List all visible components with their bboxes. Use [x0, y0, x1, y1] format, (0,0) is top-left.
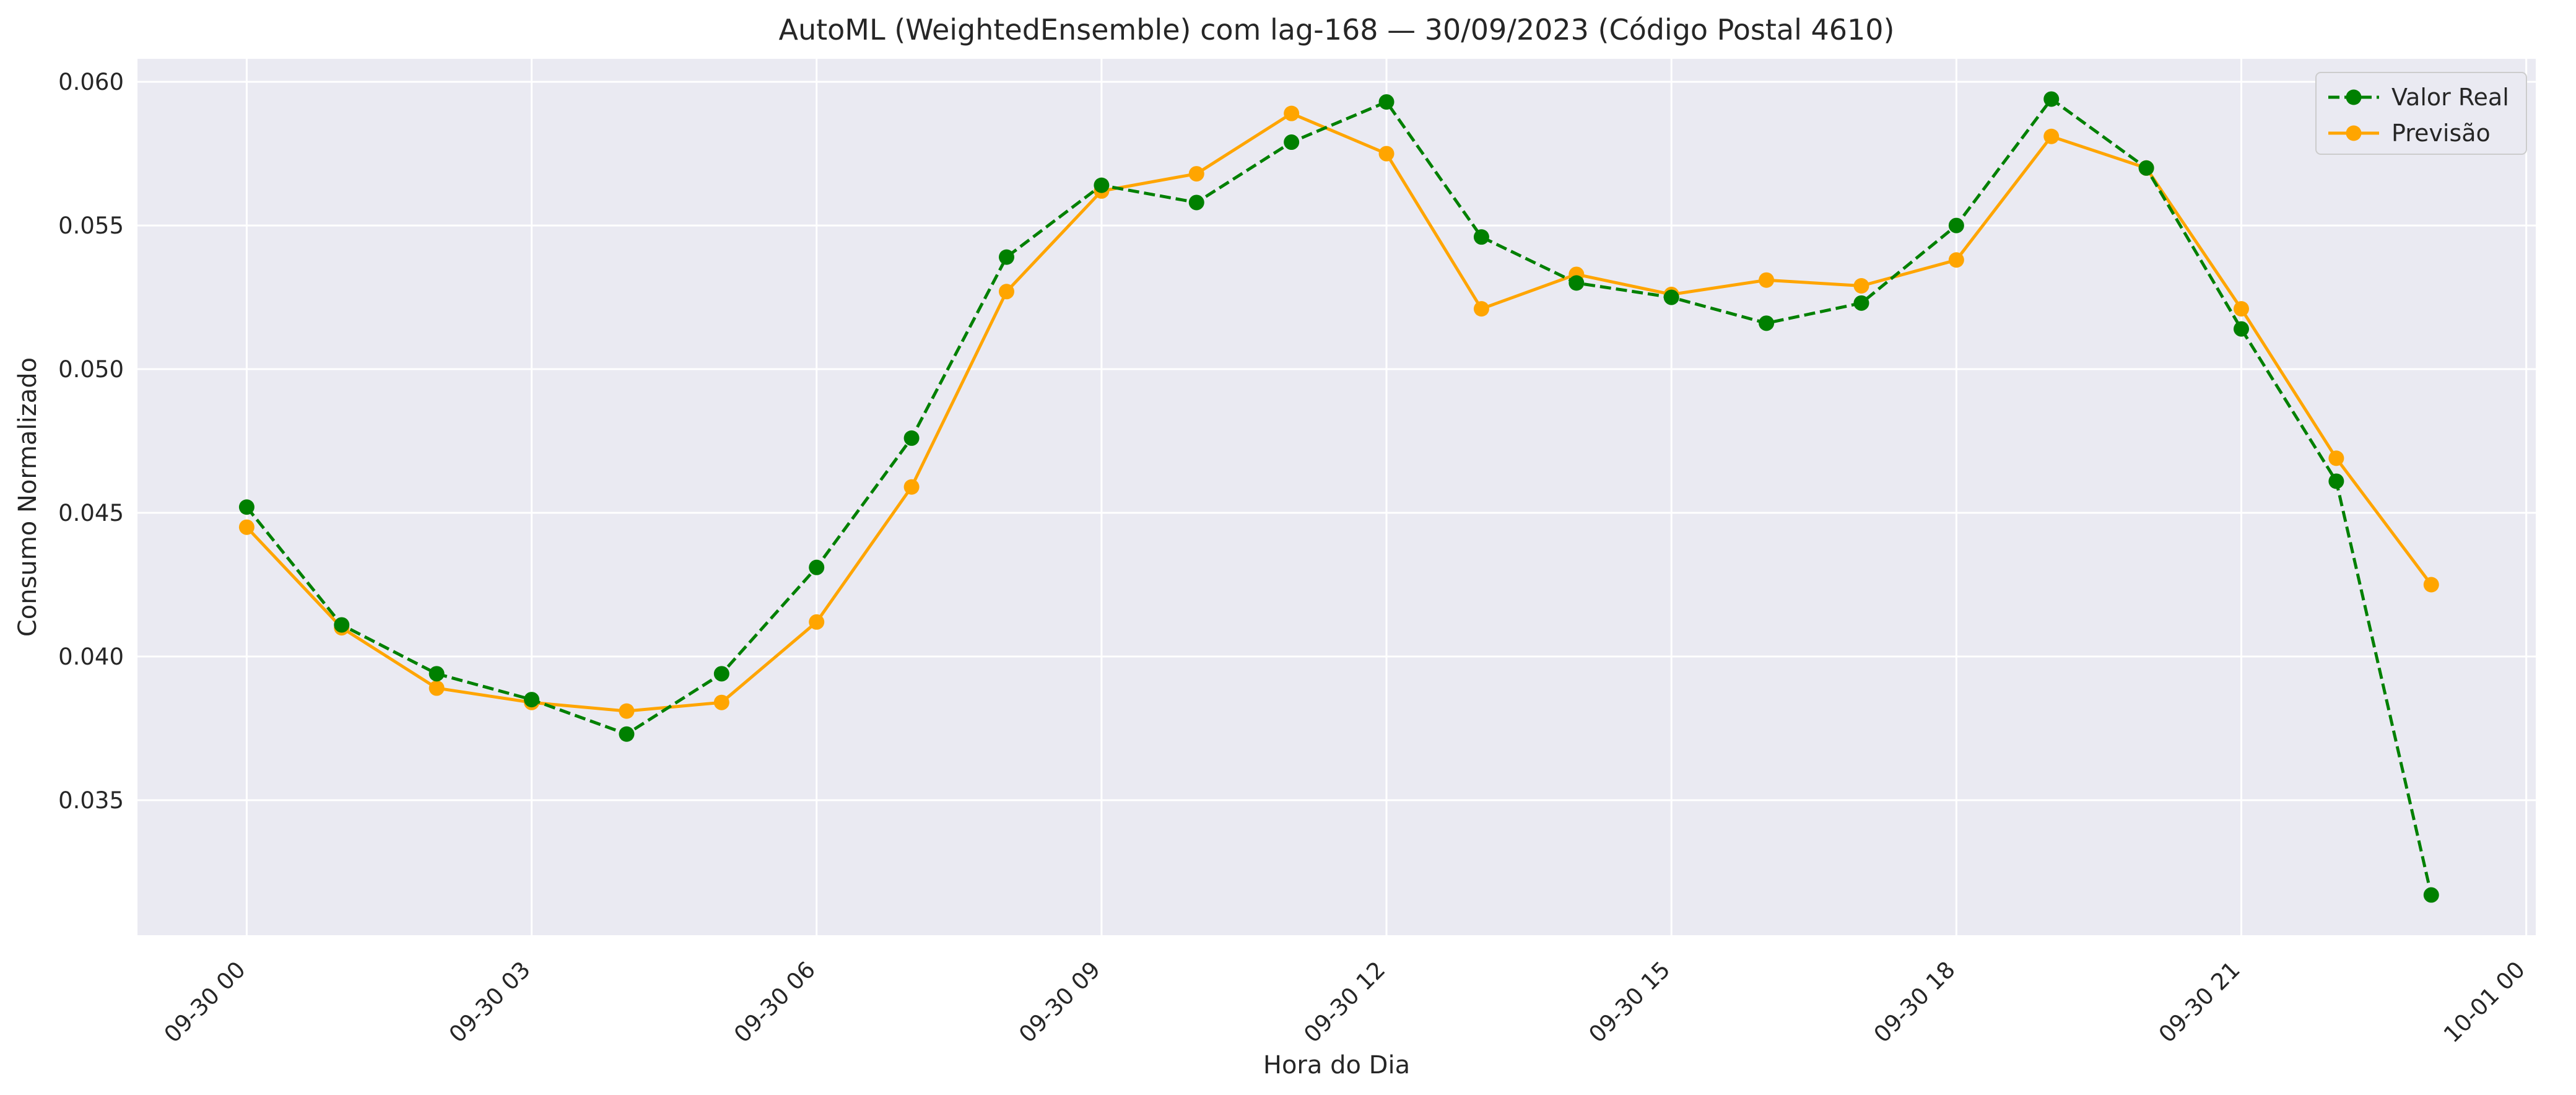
- data-point: [903, 430, 920, 446]
- series-line: [245, 111, 2433, 713]
- y-tick-label: 0.060: [58, 69, 124, 95]
- series-line: [245, 97, 2433, 896]
- data-point: [2328, 450, 2344, 466]
- x-tick-label: 09-30 06: [729, 956, 820, 1048]
- y-tick-label: 0.040: [58, 643, 124, 670]
- data-point: [334, 617, 350, 633]
- legend-label: Valor Real: [2391, 84, 2509, 111]
- data-point: [2234, 321, 2250, 337]
- x-tick-label: 10-01 00: [2439, 956, 2530, 1048]
- data-point: [1663, 289, 1679, 305]
- x-tick-label: 09-30 12: [1299, 956, 1390, 1048]
- data-point: [619, 703, 635, 719]
- data-point: [1759, 272, 1775, 288]
- data-point: [238, 499, 255, 515]
- data-point: [619, 726, 635, 742]
- x-tick-labels: 09-30 00 09-30 03 09-30 06 09-30 09 09-30 12…: [159, 956, 2530, 1048]
- data-point: [809, 559, 825, 575]
- legend-item: Previsão: [2328, 120, 2491, 147]
- data-point: [2328, 473, 2344, 489]
- x-tick-label: 09-30 15: [1584, 956, 1676, 1048]
- data-point: [1948, 252, 1964, 268]
- series-layer: [238, 91, 2439, 903]
- data-point: [1284, 134, 1300, 151]
- data-point: [429, 680, 445, 696]
- data-point: [1473, 301, 1489, 317]
- data-point: [1473, 229, 1489, 245]
- grid-lines: [137, 59, 2536, 935]
- legend-label: Previsão: [2391, 120, 2491, 147]
- data-point: [2043, 91, 2060, 107]
- legend-marker: [2346, 89, 2362, 105]
- series-valor-real: [238, 91, 2439, 903]
- data-point: [2138, 160, 2154, 176]
- data-point: [2043, 128, 2060, 144]
- y-tick-labels: 0.035 0.040 0.045 0.050 0.055 0.060: [58, 69, 124, 814]
- x-tick-label: 09-30 00: [159, 956, 251, 1048]
- x-tick-label: 09-30 21: [2154, 956, 2245, 1048]
- y-tick-label: 0.050: [58, 356, 124, 383]
- data-point: [903, 479, 920, 495]
- legend: Valor Real Previsão: [2315, 72, 2527, 155]
- data-point: [1853, 295, 1869, 311]
- data-point: [1759, 315, 1775, 331]
- y-tick-label: 0.045: [58, 500, 124, 526]
- data-point: [429, 666, 445, 682]
- legend-item: Valor Real: [2328, 84, 2509, 111]
- data-point: [1378, 94, 1395, 110]
- y-tick-label: 0.055: [58, 212, 124, 239]
- data-point: [809, 614, 825, 630]
- data-point: [1569, 275, 1585, 291]
- data-point: [713, 694, 729, 710]
- data-point: [1378, 146, 1395, 162]
- data-point: [524, 692, 540, 708]
- data-point: [2423, 887, 2439, 903]
- chart-title: AutoML (WeightedEnsemble) com lag-168 — …: [778, 13, 1894, 46]
- data-point: [238, 519, 255, 535]
- x-axis-label: Hora do Dia: [1263, 1051, 1410, 1080]
- data-point: [1094, 177, 1110, 193]
- data-point: [2234, 301, 2250, 317]
- y-tick-label: 0.035: [58, 787, 124, 814]
- data-point: [1188, 194, 1204, 211]
- data-point: [713, 666, 729, 682]
- data-point: [998, 284, 1014, 300]
- data-point: [1853, 278, 1869, 294]
- data-point: [1188, 166, 1204, 182]
- plot-area: [137, 59, 2536, 935]
- data-point: [1948, 217, 1964, 233]
- x-tick-label: 09-30 09: [1014, 956, 1105, 1048]
- legend-marker: [2346, 125, 2362, 141]
- y-axis-label: Consumo Normalizado: [14, 357, 42, 637]
- data-point: [2423, 577, 2439, 593]
- x-tick-label: 09-30 18: [1869, 956, 1960, 1048]
- data-point: [1284, 105, 1300, 121]
- data-point: [998, 249, 1014, 265]
- x-tick-label: 09-30 03: [444, 956, 536, 1048]
